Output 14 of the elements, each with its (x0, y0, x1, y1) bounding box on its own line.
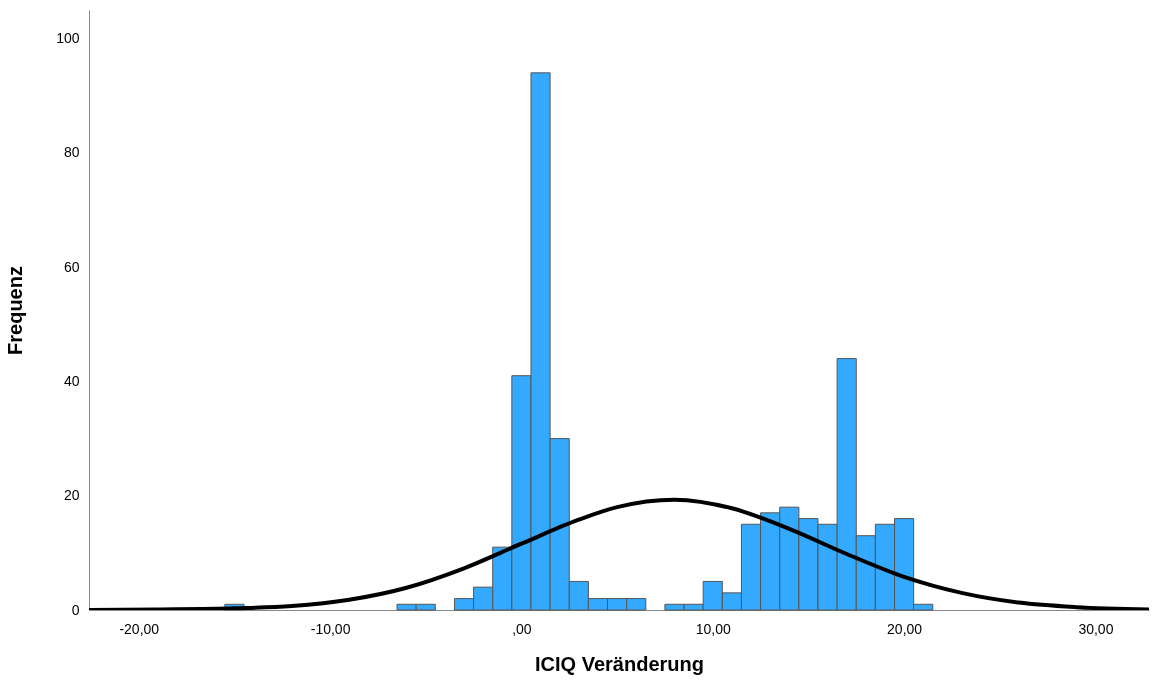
x-tick-label: -10,00 (310, 620, 351, 637)
x-axis-title: ICIQ Veränderung (535, 652, 704, 675)
x-tick-label: -20,00 (119, 620, 160, 637)
x-tick-label: 30,00 (1078, 620, 1114, 637)
y-tick-label: 20 (63, 487, 80, 504)
x-tick-label: 10,00 (695, 620, 731, 637)
y-tick-label: 40 (63, 372, 80, 389)
x-tick-label: 20,00 (887, 620, 923, 637)
y-tick-label: 0 (71, 601, 80, 618)
y-axis-title: Frequenz (4, 266, 27, 355)
y-tick-label: 80 (63, 144, 80, 161)
y-tick-label: 100 (56, 30, 80, 47)
x-tick-label: ,00 (512, 620, 532, 637)
y-tick-label: 60 (63, 258, 80, 275)
